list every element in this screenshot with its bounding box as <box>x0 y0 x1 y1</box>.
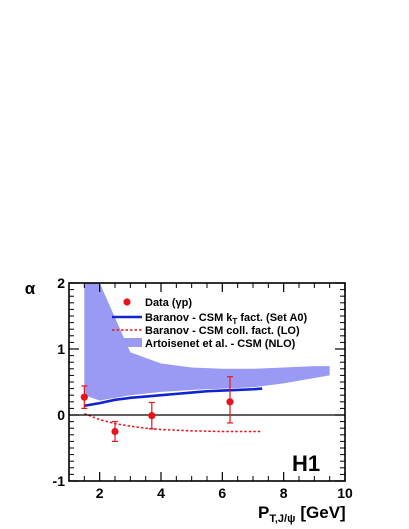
legend: Data (γp) Baranov - CSM kT fact. (Set A0… <box>112 297 308 350</box>
legend-label-coll: Baranov - CSM coll. fact. (LO) <box>145 325 300 337</box>
legend-label-kt-sub: T <box>232 317 237 326</box>
data-point-1 <box>111 427 119 436</box>
x-axis-label-unit: [GeV] <box>300 503 345 522</box>
legend-label-kt: Baranov - CSM kT fact. (Set A0) <box>145 312 308 326</box>
kt-fact-curve <box>84 387 263 408</box>
x-tick-label-2: 6 <box>218 485 226 501</box>
legend-marker-nlo <box>114 338 142 347</box>
legend-marker-data <box>123 298 131 306</box>
y-tick-label-2: 1 <box>57 341 65 357</box>
x-tick-label-3: 8 <box>280 485 288 501</box>
x-axis-label-sub: T,J/ψ <box>269 513 295 525</box>
experiment-label: H1 <box>292 451 320 476</box>
data-point-2 <box>148 412 156 420</box>
legend-label-kt-main: Baranov - CSM k <box>145 312 233 324</box>
y-tick-label-0: -1 <box>53 473 66 489</box>
data-points-layer <box>80 376 234 442</box>
y-axis-label: α <box>25 279 36 298</box>
y-tick-label-3: 2 <box>57 275 65 291</box>
legend-label-data: Data (γp) <box>145 297 192 309</box>
coll-fact-curve <box>84 412 263 433</box>
x-tick-label-1: 4 <box>157 485 165 501</box>
nlo-band <box>84 283 330 401</box>
data-point-3 <box>226 398 234 406</box>
x-axis-label-main: P <box>258 503 269 522</box>
x-tick-label-0: 2 <box>96 485 104 501</box>
y-tick-label-1: 0 <box>57 407 65 423</box>
data-point-0 <box>80 393 88 401</box>
tick-layer: 2 4 6 8 10 -1 0 1 2 <box>53 275 353 501</box>
x-axis-label: PT,J/ψ [GeV] <box>258 503 346 525</box>
nlo-band-layer <box>84 283 330 401</box>
x-tick-label-4: 10 <box>337 485 353 501</box>
legend-label-kt-tail: fact. (Set A0) <box>237 312 307 324</box>
legend-label-nlo: Artoisenet et al. - CSM (NLO) <box>145 338 296 350</box>
